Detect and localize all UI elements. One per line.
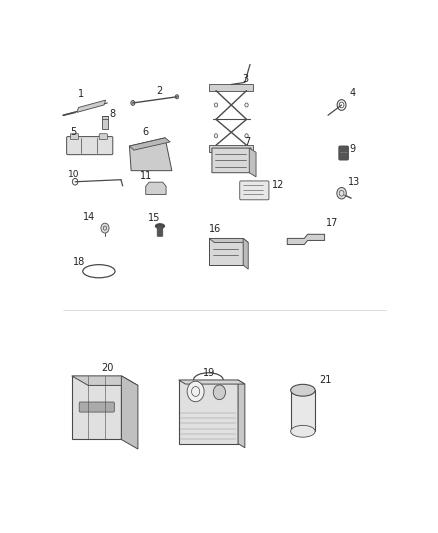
Polygon shape	[146, 182, 166, 195]
Polygon shape	[243, 238, 248, 269]
Polygon shape	[72, 376, 138, 385]
Polygon shape	[77, 100, 106, 112]
Text: 21: 21	[320, 375, 332, 385]
FancyBboxPatch shape	[71, 134, 78, 140]
Text: 11: 11	[140, 171, 152, 181]
FancyBboxPatch shape	[102, 117, 108, 129]
FancyBboxPatch shape	[240, 181, 269, 200]
Ellipse shape	[155, 224, 165, 229]
FancyBboxPatch shape	[339, 146, 348, 160]
Circle shape	[245, 134, 248, 138]
Circle shape	[214, 103, 218, 107]
Text: 10: 10	[67, 170, 79, 179]
Polygon shape	[121, 376, 138, 449]
Circle shape	[337, 188, 346, 199]
Text: 20: 20	[101, 362, 113, 373]
Ellipse shape	[291, 425, 315, 437]
Polygon shape	[287, 235, 325, 245]
Text: 13: 13	[348, 177, 360, 187]
Text: 8: 8	[110, 109, 116, 119]
Polygon shape	[179, 380, 245, 384]
FancyBboxPatch shape	[99, 134, 107, 140]
Text: 18: 18	[73, 257, 85, 267]
Polygon shape	[209, 238, 248, 243]
FancyBboxPatch shape	[157, 225, 162, 236]
Polygon shape	[209, 145, 253, 152]
Ellipse shape	[291, 384, 315, 396]
Text: 9: 9	[350, 144, 356, 154]
Polygon shape	[209, 238, 243, 265]
Bar	[291, 390, 315, 431]
Circle shape	[245, 103, 248, 107]
Polygon shape	[179, 380, 238, 443]
Text: 6: 6	[143, 127, 149, 137]
Polygon shape	[72, 376, 121, 440]
Text: 4: 4	[350, 87, 356, 98]
Text: 15: 15	[148, 213, 160, 223]
Polygon shape	[249, 148, 256, 177]
Polygon shape	[130, 138, 170, 150]
Polygon shape	[130, 138, 172, 171]
Text: 7: 7	[244, 137, 251, 147]
Circle shape	[213, 385, 226, 400]
Circle shape	[175, 95, 179, 99]
Text: 5: 5	[70, 127, 77, 137]
Polygon shape	[212, 148, 251, 173]
Circle shape	[187, 381, 204, 402]
Text: 16: 16	[208, 224, 221, 235]
Polygon shape	[209, 84, 253, 91]
Polygon shape	[238, 380, 245, 448]
Circle shape	[101, 223, 109, 233]
Text: 14: 14	[83, 212, 95, 222]
FancyBboxPatch shape	[79, 402, 114, 412]
Circle shape	[131, 101, 135, 106]
Text: 3: 3	[243, 75, 249, 84]
Text: 2: 2	[156, 86, 162, 96]
FancyBboxPatch shape	[67, 136, 113, 155]
Text: 19: 19	[203, 368, 215, 378]
Text: 17: 17	[326, 218, 339, 228]
Text: 12: 12	[272, 180, 284, 190]
Text: 1: 1	[78, 89, 84, 99]
Circle shape	[214, 134, 218, 138]
